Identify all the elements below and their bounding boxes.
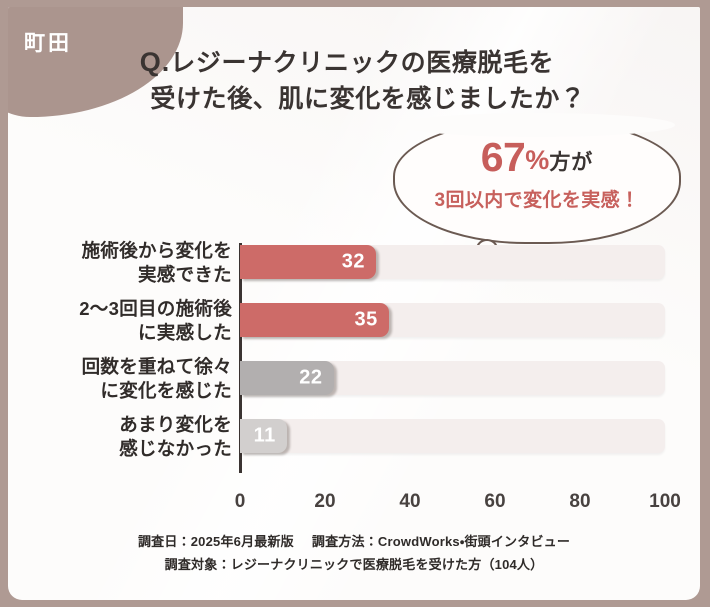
chart-axis-line	[239, 243, 242, 473]
page-title: Q.レジーナクリニックの医療脱毛を 受けた後、肌に変化を感じましたか？	[8, 43, 686, 117]
chart-row-label-line-2: に変化を感じた	[100, 379, 232, 401]
footer-survey-method: 調査方法：CrowdWorks・街頭インタビュー	[311, 534, 571, 549]
footer-notes: 調査日：2025年6月最新版 調査方法：CrowdWorks・街頭インタビュー 調…	[8, 531, 700, 577]
question-prefix: Q.	[139, 47, 171, 77]
chart-bar: 35	[240, 303, 389, 337]
chart-row-label: 2〜3回目の施術後 に実感した	[20, 297, 232, 344]
title-line-2: 受けた後、肌に変化を感じましたか？	[150, 84, 586, 113]
chart-bar-value: 32	[341, 250, 365, 273]
callout-percent-tail: 方が	[549, 151, 594, 174]
chart-x-tick: 100	[649, 491, 681, 512]
chart-row-label-line-1: 施術後から変化を	[81, 240, 232, 261]
callout-percent-sign: %	[525, 145, 550, 175]
chart-x-tick: 40	[399, 491, 421, 512]
chart-bar: 32	[240, 245, 376, 279]
chart-row-label-line-2: 感じなかった	[119, 437, 232, 459]
chart-x-tick: 60	[484, 491, 506, 512]
callout-line-2: 3回以内で変化を実感！	[434, 190, 640, 211]
chart-row-label-line-1: 回数を重ねて徐々	[81, 356, 232, 377]
chart-bar: 22	[240, 361, 334, 395]
chart-x-tick: 20	[314, 491, 336, 512]
bubble-text: 67%方が 3回以内で変化を実感！	[393, 134, 681, 211]
chart-row-label-line-1: あまり変化を	[119, 414, 232, 435]
chart-row: 回数を重ねて徐々 に変化を感じた 22	[8, 355, 700, 402]
chart-row: 2〜3回目の施術後 に実感した 35	[8, 297, 700, 344]
bar-chart: 施術後から変化を 実感できた 32 2〜3回目の施術後 に実感した 35 回数を重ねて徐々に…	[8, 239, 700, 512]
chart-bar-value: 35	[354, 308, 378, 331]
chart-row-label-line-2: 実感できた	[137, 263, 232, 285]
chart-x-axis: 0 20 40 60 80 100	[235, 491, 681, 517]
content-card: 町田 Q.レジーナクリニックの医療脱毛を 受けた後、肌に変化を感じましたか？ 6…	[8, 7, 700, 600]
bubble-body	[393, 119, 681, 244]
chart-x-tick: 0	[234, 491, 246, 512]
chart-bar-track: 35	[240, 303, 665, 337]
chart-bar-track: 32	[240, 245, 665, 279]
title-line-1: レジーナクリニックの医療脱毛を	[170, 49, 555, 77]
chart-bar: 11	[240, 419, 287, 453]
callout-speech-bubble: 67%方が 3回以内で変化を実感！	[393, 113, 681, 259]
footer-survey-target: 調査対象：レジーナクリニックで医療脱毛を受けた方（104人）	[164, 556, 544, 572]
chart-row-label: あまり変化を 感じなかった	[20, 413, 232, 460]
brand-badge-label: 町田	[24, 32, 72, 55]
chart-rows: 施術後から変化を 実感できた 32 2〜3回目の施術後 に実感した 35 回数を重ねて徐々に…	[8, 239, 700, 460]
chart-row-label-line-2: に実感した	[137, 321, 232, 343]
chart-row-label-line-1: 2〜3回目の施術後	[79, 298, 232, 319]
bubble-top-mask	[399, 113, 675, 137]
chart-bar-track: 22	[240, 361, 665, 395]
chart-row: あまり変化を 感じなかった 11	[8, 413, 700, 460]
chart-bar-track: 11	[240, 419, 665, 453]
chart-bar-value: 22	[299, 366, 323, 389]
chart-row: 施術後から変化を 実感できた 32	[8, 239, 700, 286]
chart-row-label: 施術後から変化を 実感できた	[20, 239, 232, 286]
chart-x-tick: 80	[569, 491, 591, 512]
footer-survey-date: 調査日：2025年6月最新版	[137, 534, 294, 549]
chart-row-label: 回数を重ねて徐々 に変化を感じた	[20, 355, 232, 402]
callout-percent-value: 67	[480, 134, 526, 180]
chart-bar-value: 11	[253, 424, 276, 447]
